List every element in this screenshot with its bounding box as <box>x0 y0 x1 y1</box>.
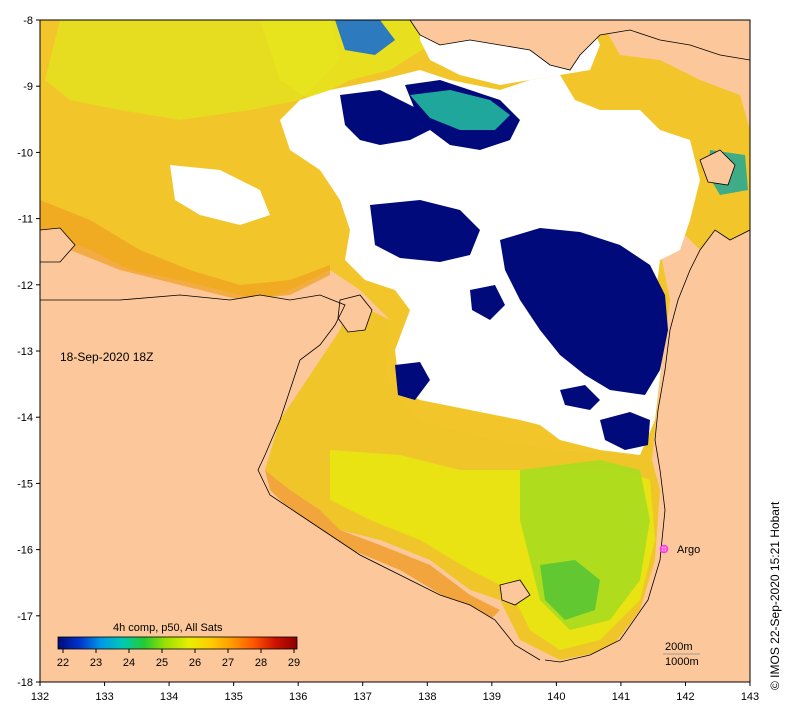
depth-legend: 200m 1000m <box>663 641 700 668</box>
coastline <box>409 20 750 71</box>
colorbar-tick-label: 26 <box>189 657 201 669</box>
x-tick-label: 140 <box>547 691 565 703</box>
y-tick-label: -15 <box>17 478 33 490</box>
x-tick-label: 132 <box>31 691 49 703</box>
northwest-yellow-zone <box>45 20 340 120</box>
colorbar: 4h comp, p50, All Sats 22 23 24 25 26 27 28 29 <box>57 622 300 669</box>
colorbar-tick-label: 27 <box>222 657 234 669</box>
x-tick-label: 133 <box>95 691 113 703</box>
y-tick-label: -9 <box>23 81 33 93</box>
coastline <box>544 229 750 663</box>
green-patch <box>540 560 600 620</box>
x-tick-label: 136 <box>289 691 307 703</box>
warm-edge-gulf <box>265 470 500 620</box>
x-tick-label: 134 <box>160 691 178 703</box>
colorbar-ticks: 22 23 24 25 26 27 28 29 <box>57 649 300 669</box>
coastline <box>337 294 373 333</box>
coastline <box>499 579 531 606</box>
cold-region <box>370 200 480 262</box>
new-guinea-land <box>410 20 750 70</box>
cold-region <box>395 362 430 400</box>
coastline <box>40 227 76 263</box>
coastline <box>40 294 541 661</box>
argo-label: Argo <box>677 544 700 556</box>
colorbar-tick-label: 24 <box>123 657 135 669</box>
date-label: 18-Sep-2020 18Z <box>60 350 153 364</box>
colorbar-tick-label: 29 <box>288 657 300 669</box>
colorbar-tick-label: 22 <box>57 657 69 669</box>
island-land <box>338 295 372 332</box>
depth-legend-label: 1000m <box>665 656 699 668</box>
y-tick-label: -16 <box>17 545 33 557</box>
x-tick-label: 138 <box>418 691 436 703</box>
x-tick-label: 139 <box>483 691 501 703</box>
colorbar-tick-label: 25 <box>156 657 168 669</box>
y-tick-label: -12 <box>17 280 33 292</box>
x-tick-label: 143 <box>741 691 759 703</box>
colorbar-tick-label: 28 <box>255 657 267 669</box>
island-land <box>500 580 530 605</box>
argo-marker[interactable] <box>659 544 669 554</box>
y-axis: -8 -9 -10 -11 -12 -13 -14 -15 -16 -17 -18 <box>17 15 40 689</box>
depth-legend-label: 200m <box>665 641 693 653</box>
y-tick-label: -10 <box>17 147 33 159</box>
northern-territory-land <box>40 295 545 682</box>
island-land <box>700 150 735 185</box>
cold-region <box>470 285 505 320</box>
colorbar-bar <box>57 636 298 650</box>
warm-edge-northwest <box>40 200 330 300</box>
map-layers <box>40 20 750 682</box>
x-tick-label: 142 <box>676 691 694 703</box>
y-tick-label: -18 <box>17 677 33 689</box>
colorbar-tick-label: 23 <box>90 657 102 669</box>
credit-text: © IMOS 22-Sep-2020 15:21 Hobart <box>768 501 782 690</box>
cold-region <box>340 90 430 145</box>
cool-fragment <box>410 90 510 130</box>
coastline <box>699 149 736 186</box>
x-tick-label: 135 <box>224 691 242 703</box>
no-data-region-west <box>170 165 270 225</box>
y-tick-label: -13 <box>17 346 33 358</box>
x-tick-label: 137 <box>354 691 372 703</box>
cool-fragment <box>335 20 395 55</box>
cold-region <box>600 412 650 450</box>
y-tick-label: -17 <box>17 611 33 623</box>
island-land <box>40 228 75 262</box>
y-tick-label: -11 <box>18 214 33 226</box>
x-tick-label: 141 <box>612 691 630 703</box>
x-axis: 132 133 134 135 136 137 138 139 140 141 142 143 <box>31 682 759 703</box>
cold-region <box>560 385 600 410</box>
colorbar-title: 4h comp, p50, All Sats <box>113 622 223 634</box>
y-tick-label: -14 <box>17 412 33 424</box>
cape-york-land <box>540 230 750 682</box>
cold-region <box>500 228 668 395</box>
y-tick-label: -8 <box>23 15 33 27</box>
